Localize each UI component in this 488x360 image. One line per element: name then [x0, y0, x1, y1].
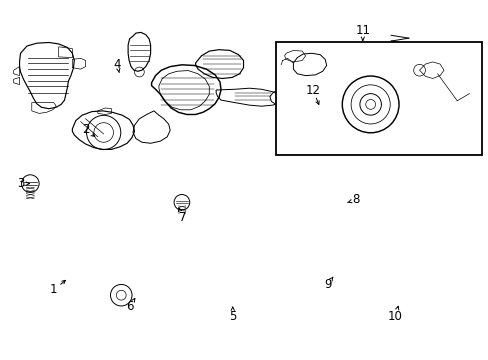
Text: 6: 6 — [125, 300, 133, 313]
Text: 4: 4 — [113, 58, 121, 71]
Text: 8: 8 — [351, 193, 359, 206]
Text: 5: 5 — [228, 310, 236, 323]
Text: 3: 3 — [17, 177, 24, 190]
Bar — [276, 42, 481, 155]
Text: 1: 1 — [50, 283, 58, 296]
Text: 12: 12 — [305, 84, 320, 96]
Text: 10: 10 — [387, 310, 402, 323]
Text: 11: 11 — [355, 24, 369, 37]
Text: 7: 7 — [178, 211, 186, 224]
Text: 9: 9 — [323, 278, 331, 291]
Text: 2: 2 — [81, 123, 89, 136]
